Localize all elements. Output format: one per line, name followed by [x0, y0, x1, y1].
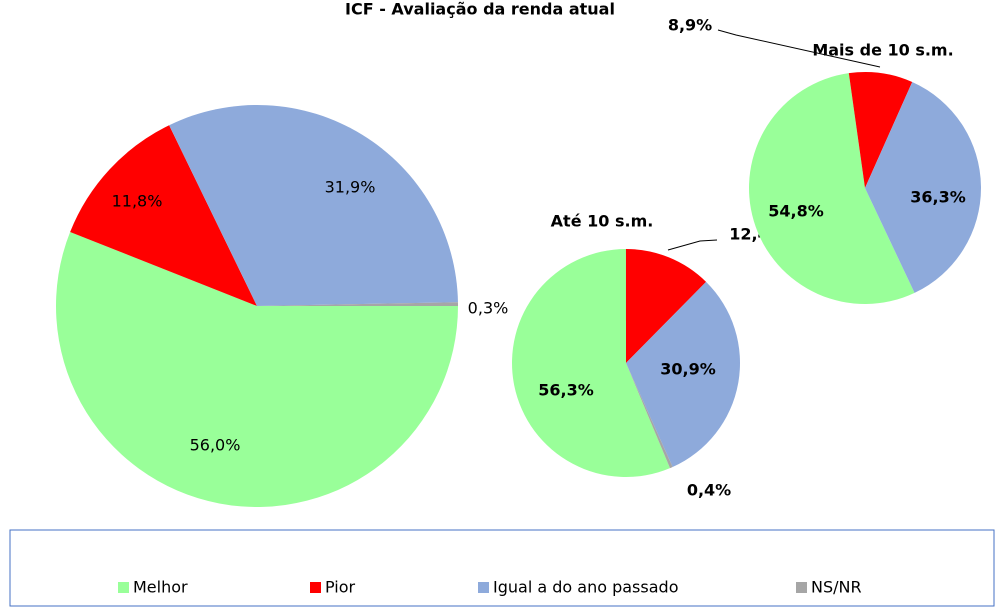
legend-swatch — [310, 582, 321, 593]
leader-line — [667, 239, 718, 251]
data-label: 11,8% — [112, 192, 163, 211]
pie-slice — [55, 232, 459, 507]
chart-title: Mais de 10 s.m. — [812, 41, 953, 60]
pie-slice — [748, 73, 915, 304]
pie-slice — [512, 249, 670, 478]
data-label: 31,9% — [325, 178, 376, 197]
pie-slice — [626, 281, 741, 468]
legend-label: Igual a do ano passado — [493, 578, 678, 597]
pie-slice — [625, 248, 707, 363]
legend-box — [9, 529, 995, 607]
data-label: 56,0% — [190, 436, 241, 455]
pie-slice — [865, 82, 981, 293]
legend-label: Melhor — [133, 578, 188, 597]
legend-label: Pior — [325, 578, 356, 597]
pie-slice — [626, 363, 673, 469]
data-label: 54,8% — [768, 202, 824, 221]
data-label: 36,3% — [910, 188, 966, 207]
legend-swatch — [796, 582, 807, 593]
data-label: 0,4% — [687, 481, 731, 500]
data-label: 56,3% — [538, 381, 594, 400]
legend-swatch — [118, 582, 129, 593]
legend-label: NS/NR — [811, 578, 862, 597]
pie-slice — [70, 125, 257, 306]
chart-title: Até 10 s.m. — [551, 212, 654, 231]
chart-title: ICF - Avaliação da renda atual — [345, 0, 615, 19]
pie-slice — [169, 104, 458, 306]
pie-slice — [848, 71, 913, 188]
legend-swatch — [478, 582, 489, 593]
leader-line — [717, 29, 881, 68]
data-label: 0,3% — [468, 299, 509, 318]
data-label: 30,9% — [660, 360, 716, 379]
pie-slice — [257, 302, 458, 306]
data-label: 8,9% — [668, 16, 712, 35]
